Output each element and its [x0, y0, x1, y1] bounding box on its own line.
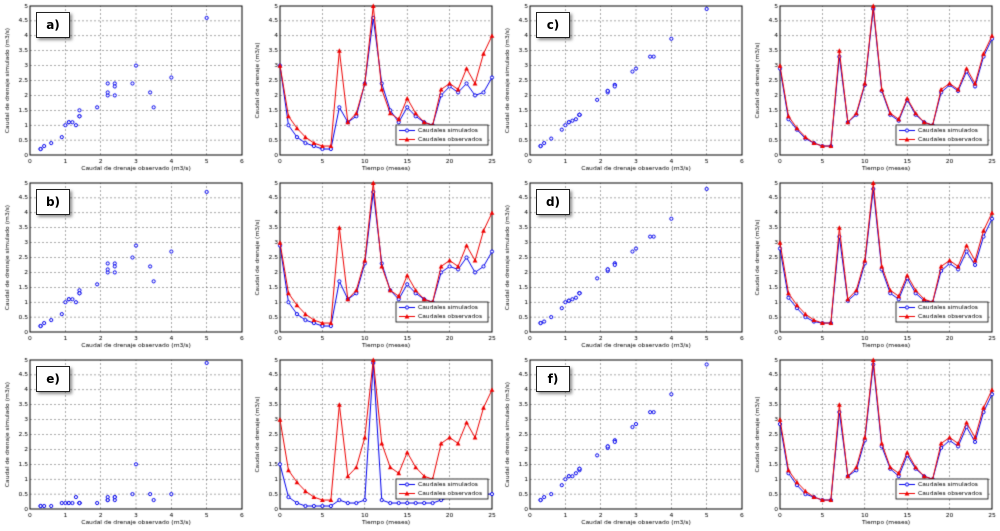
panel-label-c: c) — [536, 12, 570, 38]
panel-c-scatter-cell: c) — [500, 0, 750, 177]
timeseries-chart-b — [250, 177, 500, 354]
panel-f-scatter-cell: f) — [500, 354, 750, 531]
panel-e-timeseries-cell — [250, 354, 500, 531]
panel-c-timeseries-cell — [750, 0, 1000, 177]
panel-f-timeseries-cell — [750, 354, 1000, 531]
timeseries-chart-c — [750, 0, 1000, 177]
timeseries-chart-e — [250, 354, 500, 531]
panel-a-scatter-cell: a) — [0, 0, 250, 177]
panel-label-b: b) — [36, 189, 70, 215]
panel-label-a: a) — [36, 12, 70, 38]
panel-label-e: e) — [36, 366, 70, 392]
timeseries-chart-a — [250, 0, 500, 177]
panel-a-timeseries-cell — [250, 0, 500, 177]
timeseries-chart-f — [750, 354, 1000, 531]
panel-label-f: f) — [536, 366, 570, 392]
panel-label-d: d) — [536, 189, 570, 215]
panel-d-scatter-cell: d) — [500, 177, 750, 354]
panel-b-timeseries-cell — [250, 177, 500, 354]
timeseries-chart-d — [750, 177, 1000, 354]
panel-d-timeseries-cell — [750, 177, 1000, 354]
panel-e-scatter-cell: e) — [0, 354, 250, 531]
panel-b-scatter-cell: b) — [0, 177, 250, 354]
